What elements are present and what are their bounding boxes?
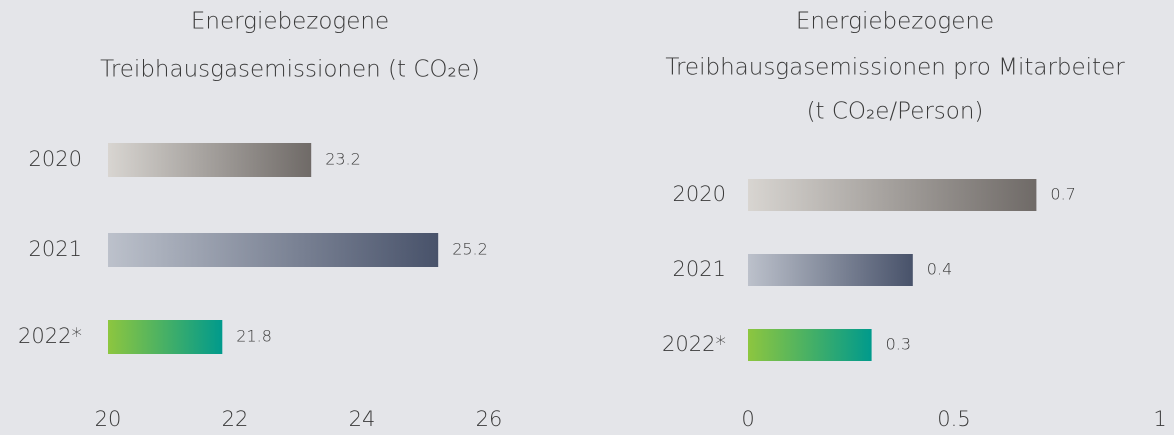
value-label: 23.2 xyxy=(325,150,361,169)
bar xyxy=(108,233,439,267)
category-label: 2020 xyxy=(673,182,726,206)
x-tick-label: 24 xyxy=(349,407,376,431)
chart-title: (t CO₂e/Person) xyxy=(807,99,984,125)
category-label: 2022* xyxy=(662,332,726,356)
chart-title: Treibhausgasemissionen pro Mitarbeiter xyxy=(665,55,1125,81)
bar xyxy=(748,179,1037,211)
x-tick-label: 20 xyxy=(95,407,122,431)
chart-title: Energiebezogene xyxy=(191,9,389,35)
x-tick-label: 0.5 xyxy=(937,407,970,431)
category-label: 2021 xyxy=(673,257,726,281)
bar xyxy=(108,320,223,354)
x-tick-label: 1 xyxy=(1153,407,1166,431)
bar xyxy=(108,143,312,177)
x-tick-label: 22 xyxy=(222,407,249,431)
value-label: 0.7 xyxy=(1050,185,1075,204)
value-label: 0.3 xyxy=(886,335,911,354)
value-label: 0.4 xyxy=(927,260,952,279)
bar xyxy=(748,254,913,286)
value-label: 21.8 xyxy=(236,327,272,346)
category-label: 2021 xyxy=(29,237,82,261)
chart-title: Energiebezogene xyxy=(796,9,994,35)
chart-title: Treibhausgasemissionen (t CO₂e) xyxy=(100,57,480,83)
value-label: 25.2 xyxy=(452,240,488,259)
x-tick-label: 26 xyxy=(476,407,503,431)
x-tick-label: 0 xyxy=(741,407,754,431)
category-label: 2020 xyxy=(29,147,82,171)
category-label: 2022* xyxy=(18,324,82,348)
bar xyxy=(748,329,872,361)
